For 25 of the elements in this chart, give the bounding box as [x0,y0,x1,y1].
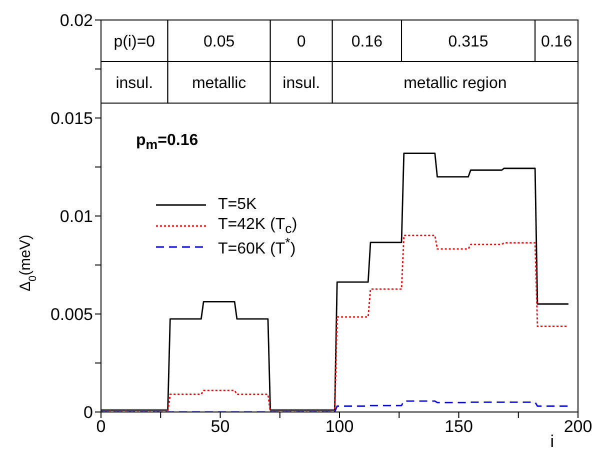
y-tick-label: 0 [84,403,93,422]
band-label: insul. [116,75,154,92]
band-label: p(i)=0 [114,33,156,50]
band-label: insul. [282,75,320,92]
x-tick-label: 0 [96,417,106,436]
x-tick-label: 100 [325,417,354,436]
band-label: 0.16 [540,33,572,50]
y-tick-label: 0.005 [50,305,93,324]
band-label: metallic [192,75,246,92]
y-tick-label: 0.015 [50,109,93,128]
x-axis-title: i [550,432,554,451]
band-label: 0.05 [203,33,235,50]
legend-label: T=60K (T$^{*}$) [218,235,296,259]
band-label: 0 [296,33,306,50]
legend-label: T=5K [218,196,257,214]
y-tick-label: 0.01 [60,207,93,226]
y-tick-label: 0.02 [60,11,93,30]
band-label: metallic region [404,75,507,92]
legend-label: T=42K (T$_{c}$) [218,216,298,236]
x-tick-label: 50 [210,417,230,436]
band-label: 0.315 [448,33,488,50]
x-tick-label: 200 [564,417,592,436]
annotation: p$_{m}$=0.16 [136,132,198,152]
band-label: 0.16 [351,33,383,50]
x-tick-label: 150 [444,417,473,436]
